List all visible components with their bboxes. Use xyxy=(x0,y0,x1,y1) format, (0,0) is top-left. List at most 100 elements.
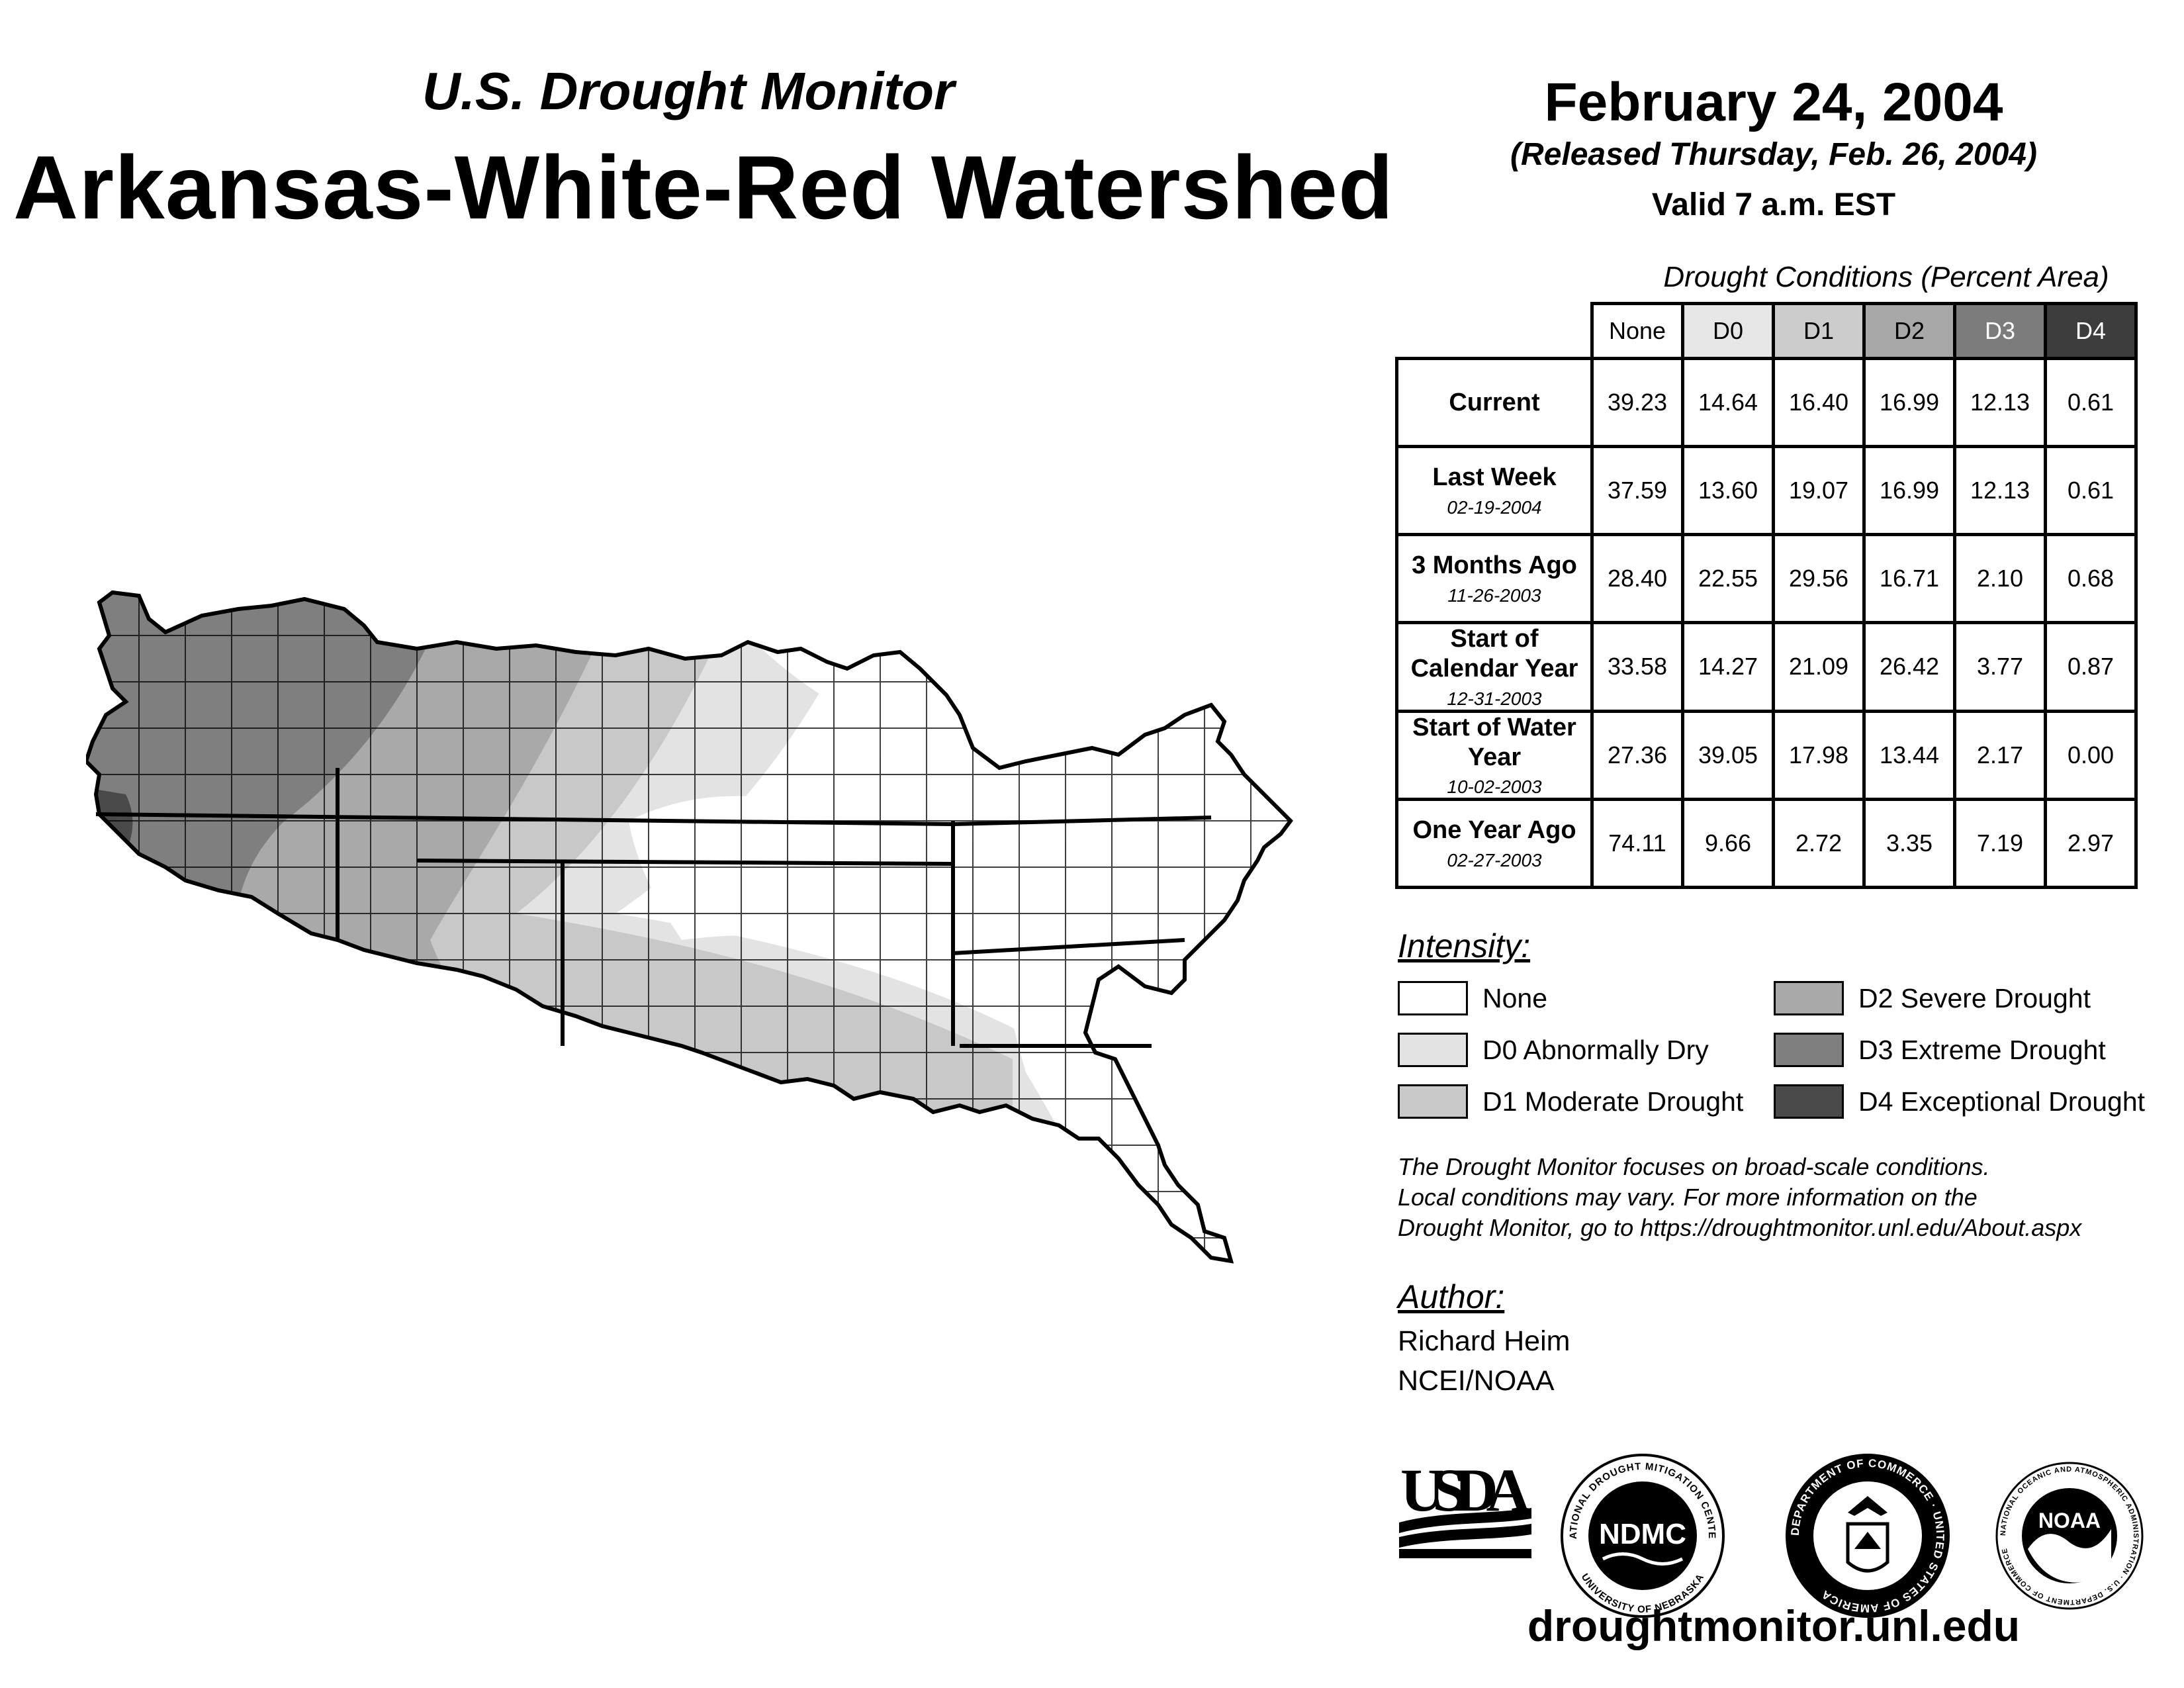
swatch-d0 xyxy=(1398,1033,1468,1067)
table-corner xyxy=(1396,303,1594,360)
row-label: One Year Ago 02-27-2003 xyxy=(1395,798,1594,890)
row-label: Start of Calendar Year 12-31-2003 xyxy=(1395,621,1594,713)
cell-none: 37.59 xyxy=(1590,445,1684,536)
swatch-d2 xyxy=(1774,981,1844,1015)
swatch-d3 xyxy=(1774,1033,1844,1067)
note-line: The Drought Monitor focuses on broad-sca… xyxy=(1398,1153,1990,1180)
table-row-current: Current 39.23 14.64 16.40 16.99 12.13 0.… xyxy=(1395,357,2138,448)
table-row-3-months-ago: 3 Months Ago 11-26-2003 28.40 22.55 29.56… xyxy=(1395,533,2138,624)
cell-d2: 16.71 xyxy=(1862,533,1956,624)
valid-time: Valid 7 a.m. EST xyxy=(1651,187,1896,222)
cell-d1: 17.98 xyxy=(1772,709,1866,802)
cell-d1: 2.72 xyxy=(1772,798,1866,890)
cell-d0: 9.66 xyxy=(1681,798,1775,890)
row-date: 02-27-2003 xyxy=(1447,850,1542,871)
shield-icon xyxy=(1846,1522,1889,1573)
cell-none: 28.40 xyxy=(1590,533,1684,624)
cell-none: 27.36 xyxy=(1590,709,1684,802)
cell-d1: 29.56 xyxy=(1772,533,1866,624)
cell-d4: 0.87 xyxy=(2044,621,2138,713)
cell-d0: 39.05 xyxy=(1681,709,1775,802)
cell-d2: 16.99 xyxy=(1862,357,1956,448)
legend-label: D3 Extreme Drought xyxy=(1858,1034,2106,1065)
release-date: (Released Thursday, Feb. 26, 2004) xyxy=(1510,137,2037,172)
legend-heading: Intensity: xyxy=(1398,927,1531,964)
col-d2: D2 xyxy=(1862,302,1956,360)
legend-item-d0: D0 Abnormally Dry xyxy=(1398,1033,1709,1067)
legend-item-d2: D2 Severe Drought xyxy=(1774,981,2091,1015)
legend-label: D0 Abnormally Dry xyxy=(1482,1034,1709,1065)
cell-d4: 0.00 xyxy=(2044,709,2138,802)
cell-d3: 7.19 xyxy=(1953,798,2047,890)
legend-item-none: None xyxy=(1398,981,1547,1015)
cell-d2: 3.35 xyxy=(1862,798,1956,890)
drought-map xyxy=(86,590,1293,1264)
cell-d1: 19.07 xyxy=(1772,445,1866,536)
note-line: Drought Monitor, go to https://droughtmo… xyxy=(1398,1214,2082,1241)
col-d1: D1 xyxy=(1772,302,1866,360)
cell-d0: 13.60 xyxy=(1681,445,1775,536)
cell-d4: 0.68 xyxy=(2044,533,2138,624)
author-heading: Author: xyxy=(1398,1278,1505,1315)
legend-item-d3: D3 Extreme Drought xyxy=(1774,1033,2106,1067)
cell-d2: 26.42 xyxy=(1862,621,1956,713)
map-date: February 24, 2004 xyxy=(1544,72,2003,132)
cell-d1: 16.40 xyxy=(1772,357,1866,448)
swatch-d1 xyxy=(1398,1084,1468,1119)
region-title: Arkansas-White-Red Watershed xyxy=(13,137,1394,238)
cell-d2: 13.44 xyxy=(1862,709,1956,802)
author-name: Richard Heim xyxy=(1398,1325,1570,1357)
table-header-row: None D0 D1 D2 D3 D4 xyxy=(1396,302,2138,360)
cell-d4: 0.61 xyxy=(2044,357,2138,448)
row-date: 12-31-2003 xyxy=(1447,688,1542,709)
cell-d2: 16.99 xyxy=(1862,445,1956,536)
col-none: None xyxy=(1590,302,1684,360)
doc-seal: DEPARTMENT OF COMMERCE · UNITED STATES O… xyxy=(1786,1454,1950,1618)
table-row-last-week: Last Week 02-19-2004 37.59 13.60 19.07 16… xyxy=(1395,445,2138,536)
ndmc-logo: NATIONAL DROUGHT MITIGATION CENTER UNIVE… xyxy=(1557,1450,1725,1618)
table-row-start-calendar-year: Start of Calendar Year 12-31-2003 33.58 1… xyxy=(1395,621,2138,713)
col-d4: D4 xyxy=(2044,302,2138,360)
cell-d0: 22.55 xyxy=(1681,533,1775,624)
row-label: 3 Months Ago 11-26-2003 xyxy=(1395,533,1594,624)
row-label: Current xyxy=(1395,357,1594,448)
legend-label: D1 Moderate Drought xyxy=(1482,1086,1744,1117)
legend-item-d4: D4 Exceptional Drought xyxy=(1774,1084,2145,1119)
row-label: Start of Water Year 10-02-2003 xyxy=(1395,709,1594,802)
eagle-icon xyxy=(1848,1496,1888,1516)
ndmc-logo-text: NDMC xyxy=(1599,1518,1686,1550)
bird-icon xyxy=(2028,1529,2111,1583)
col-d0: D0 xyxy=(1681,302,1775,360)
table-row-start-water-year: Start of Water Year 10-02-2003 27.36 39.0… xyxy=(1395,709,2138,802)
cell-d4: 0.61 xyxy=(2044,445,2138,536)
table-caption: Drought Conditions (Percent Area) xyxy=(1663,261,2109,293)
cell-d3: 2.17 xyxy=(1953,709,2047,802)
cell-d0: 14.64 xyxy=(1681,357,1775,448)
row-date: 10-02-2003 xyxy=(1447,776,1542,798)
noaa-logo-text: NOAA xyxy=(2038,1509,2101,1532)
cell-none: 33.58 xyxy=(1590,621,1684,713)
drought-conditions-table: None D0 D1 D2 D3 D4 Current 39.23 14.64 … xyxy=(1395,302,2138,890)
row-label: Last Week 02-19-2004 xyxy=(1395,445,1594,536)
legend-item-d1: D1 Moderate Drought xyxy=(1398,1084,1743,1119)
legend-label: None xyxy=(1482,982,1548,1013)
cell-none: 39.23 xyxy=(1590,357,1684,448)
row-date: 02-19-2004 xyxy=(1447,496,1542,518)
note-line: Local conditions may vary. For more info… xyxy=(1398,1184,1978,1211)
cell-d3: 2.10 xyxy=(1953,533,2047,624)
legend-label: D2 Severe Drought xyxy=(1858,982,2091,1013)
swatch-none xyxy=(1398,981,1468,1015)
noaa-logo: NATIONAL OCEANIC AND ATMOSPHERIC ADMINIS… xyxy=(1995,1462,2144,1610)
monitor-title: U.S. Drought Monitor xyxy=(422,62,955,120)
col-d3: D3 xyxy=(1953,302,2047,360)
cell-none: 74.11 xyxy=(1590,798,1684,890)
disclaimer-note: The Drought Monitor focuses on broad-sca… xyxy=(1398,1152,2081,1243)
cell-d0: 14.27 xyxy=(1681,621,1775,713)
cell-d1: 21.09 xyxy=(1772,621,1866,713)
author-org: NCEI/NOAA xyxy=(1398,1365,1555,1397)
table-row-one-year-ago: One Year Ago 02-27-2003 74.11 9.66 2.72 3… xyxy=(1395,798,2138,890)
row-date: 11-26-2003 xyxy=(1447,585,1541,606)
cell-d3: 12.13 xyxy=(1953,357,2047,448)
website-link[interactable]: droughtmonitor.unl.edu xyxy=(1527,1601,2021,1650)
legend-label: D4 Exceptional Drought xyxy=(1858,1086,2146,1117)
